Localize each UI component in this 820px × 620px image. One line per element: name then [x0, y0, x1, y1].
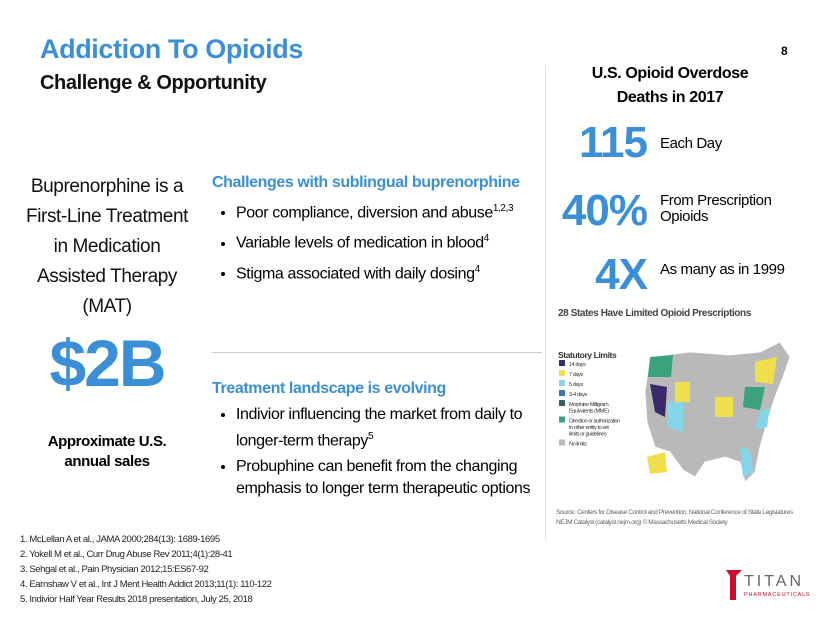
stat-label: Each Day [660, 135, 722, 152]
legend-swatch [559, 380, 565, 386]
source-line: Source: Centers for Disease Control and … [556, 509, 793, 516]
legend-swatch [559, 400, 565, 406]
stat-value: 115 [579, 118, 648, 167]
legend-label: 14 days [569, 362, 586, 368]
divider [545, 65, 546, 540]
legend-title: Statutory Limits [558, 350, 617, 360]
legend-label: Morphine Milligram Equivalents (MME) [569, 402, 609, 415]
map-region [755, 357, 777, 384]
legend-swatch [559, 360, 565, 366]
legend-label: 3-4 days [569, 392, 588, 398]
statement-line: First-Line Treatment [26, 206, 188, 227]
footnote: 4. Earnshaw V et al., Int J Ment Health … [20, 579, 272, 590]
heading-line: U.S. Opioid Overdose [591, 65, 749, 82]
statement: Buprenorphine is a First-Line Treatment in… [12, 172, 202, 322]
bullet-text: Probuphine can benefit from the changing… [236, 458, 531, 498]
stat-label: As many as in 1999 [660, 261, 785, 278]
bullet-text: Variable levels of medication in blood [236, 234, 484, 252]
caption-line: annual sales [64, 453, 150, 470]
legend-swatch [559, 390, 565, 396]
bullet-list: Indivior influencing the market from dai… [212, 404, 537, 500]
map-region [675, 382, 690, 402]
section: Treatment landscape is evolving Indivior … [212, 380, 537, 504]
legend-swatch [559, 439, 565, 446]
legend-label-line: Equivalents (MME) [569, 409, 609, 415]
footnote-ref: 4 [474, 263, 481, 275]
map-region [647, 452, 667, 474]
source-line: NEJM Catalyst (catalyst.nejm.org) © Mass… [556, 519, 728, 526]
map-region [715, 397, 733, 417]
footnote-ref: 4 [483, 233, 490, 245]
footnote: 1. McLellan A et al., JAMA 2000;284(13):… [20, 534, 220, 545]
stat-value: 40% [561, 186, 648, 235]
legend-swatch [559, 416, 565, 423]
legend-label-line: to other entity to set [569, 425, 609, 431]
legend-swatch [559, 370, 565, 376]
bullet-text: Stigma associated with daily dosing [236, 264, 475, 282]
legend-label-line: Direction or authorization [569, 419, 620, 425]
map: 14 days 7 days 5 days 3-4 days Morphine Mill… [559, 341, 791, 483]
logo-tagline: PHARMACEUTICALS [744, 592, 810, 598]
statement-line: in Medication [53, 236, 161, 257]
map-region [667, 402, 683, 432]
logo: TITAN PHARMACEUTICALS [726, 570, 810, 600]
source: Source: Centers for Disease Control and … [556, 508, 793, 528]
stat-value: 4X [595, 250, 648, 299]
section: Challenges with sublingual buprenorphine… [212, 174, 537, 289]
bullet-list: Poor compliance, diversion and abuse1,2,… [212, 198, 537, 285]
logo-mark [726, 570, 742, 600]
bullet-text: Poor compliance, diversion and abuse [236, 204, 493, 222]
divider [212, 352, 542, 353]
map-region [743, 387, 765, 410]
legend-label: Direction or authorization to other entit… [569, 419, 620, 438]
legend-label: No limits [569, 442, 587, 448]
legend-label: 5 days [569, 382, 583, 388]
title: Addiction To Opioids [40, 34, 303, 64]
bullet: Variable levels of medication in blood4 [236, 228, 537, 254]
section-heading: Treatment landscape is evolving [212, 380, 446, 397]
bullet: Poor compliance, diversion and abuse1,2,… [236, 198, 537, 224]
map-title: 28 States Have Limited Opioid Prescripti… [558, 308, 751, 319]
stat-label: From Prescription Opioids [660, 192, 772, 225]
bullet: Indivior influencing the market from dai… [236, 404, 537, 452]
map-region [648, 355, 673, 377]
big-figure: $2B [49, 326, 166, 400]
statement-line: Buprenorphine is a [30, 176, 184, 197]
page-number: 8 [781, 44, 788, 58]
caption-line: Approximate U.S. [47, 433, 167, 450]
map-region [740, 447, 753, 477]
map-region [650, 384, 667, 417]
bullet: Stigma associated with daily dosing4 [236, 259, 537, 285]
footnote: 3. Sehgal et al., Pain Physician 2012;15… [20, 564, 209, 575]
stats-heading: U.S. Opioid Overdose Deaths in 2017 [560, 62, 780, 110]
footnote-ref: 1,2,3 [492, 203, 514, 214]
statement-line: (MAT) [82, 296, 132, 317]
legend-label-line: Morphine Milligram [569, 402, 609, 408]
heading-line: Deaths in 2017 [616, 89, 724, 106]
section-heading: Challenges with sublingual buprenorphine [212, 174, 520, 191]
subtitle: Challenge & Opportunity [40, 72, 267, 94]
footnote-ref: 5 [368, 431, 374, 442]
bullet: Probuphine can benefit from the changing… [236, 456, 537, 500]
footnote: 2. Yokell M et al., Curr Drug Abuse Rev … [20, 549, 233, 560]
legend-label: 7 days [569, 372, 583, 378]
logo-name: TITAN [744, 573, 804, 590]
statement-line: Assisted Therapy [36, 266, 178, 287]
footnotes: 1. McLellan A et al., JAMA 2000;284(13):… [20, 532, 272, 607]
caption: Approximate U.S. annual sales [12, 432, 202, 472]
footnote: 5. Indivior Half Year Results 2018 prese… [20, 594, 253, 605]
bullet-text: Indivior influencing the market from dai… [236, 406, 523, 450]
map-region [755, 407, 770, 430]
legend-label-line: limits or guidelines [569, 432, 607, 438]
